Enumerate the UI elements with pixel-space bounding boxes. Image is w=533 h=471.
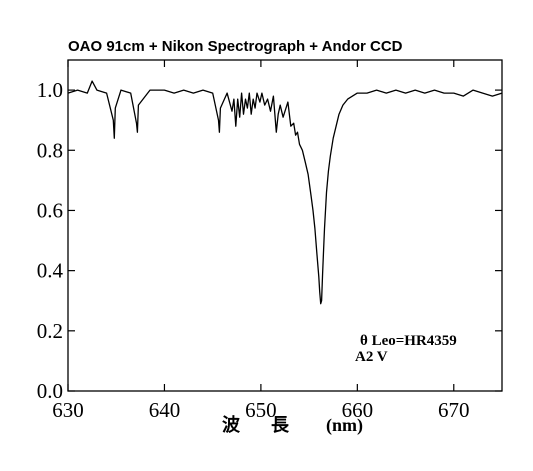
spectrum-line-0 bbox=[67, 80, 503, 305]
ticks: 630 640 650 660 670 0.0 0.2 0.4 0.6 0.8 1.0 bbox=[37, 60, 502, 422]
x-axis-label-char-length: 長 bbox=[271, 415, 290, 435]
y-tick-label-4: 0.8 bbox=[37, 138, 63, 162]
x-tick-label-660: 660 bbox=[342, 398, 374, 422]
x-axis-label-char-wave: 波 bbox=[222, 414, 241, 435]
series bbox=[67, 80, 503, 305]
y-tick-label-1: 0.2 bbox=[37, 319, 63, 343]
plot-frame bbox=[67, 59, 503, 392]
y-tick-label-3: 0.6 bbox=[37, 198, 63, 222]
y-tick-label-5: 1.0 bbox=[37, 78, 63, 102]
x-tick-label-630: 630 bbox=[52, 398, 84, 422]
y-tick-label-0: 0.0 bbox=[37, 379, 63, 403]
x-tick-label-650: 650 bbox=[245, 398, 277, 422]
chart-title: OAO 91cm + Nikon Spectrograph + Andor CC… bbox=[68, 38, 403, 55]
x-tick-label-640: 640 bbox=[149, 398, 181, 422]
y-tick-label-2: 0.4 bbox=[37, 259, 64, 283]
axes bbox=[67, 59, 503, 392]
axis-labels: 波 長 (nm) bbox=[222, 414, 363, 436]
star-annotation: θ Leo=HR4359 A2 V bbox=[355, 333, 457, 365]
x-axis-unit: (nm) bbox=[326, 415, 363, 436]
x-tick-label-670: 670 bbox=[438, 398, 470, 422]
annotation-spectral-type: A2 V bbox=[355, 349, 388, 365]
annotation-star-id: θ Leo=HR4359 bbox=[360, 333, 457, 349]
